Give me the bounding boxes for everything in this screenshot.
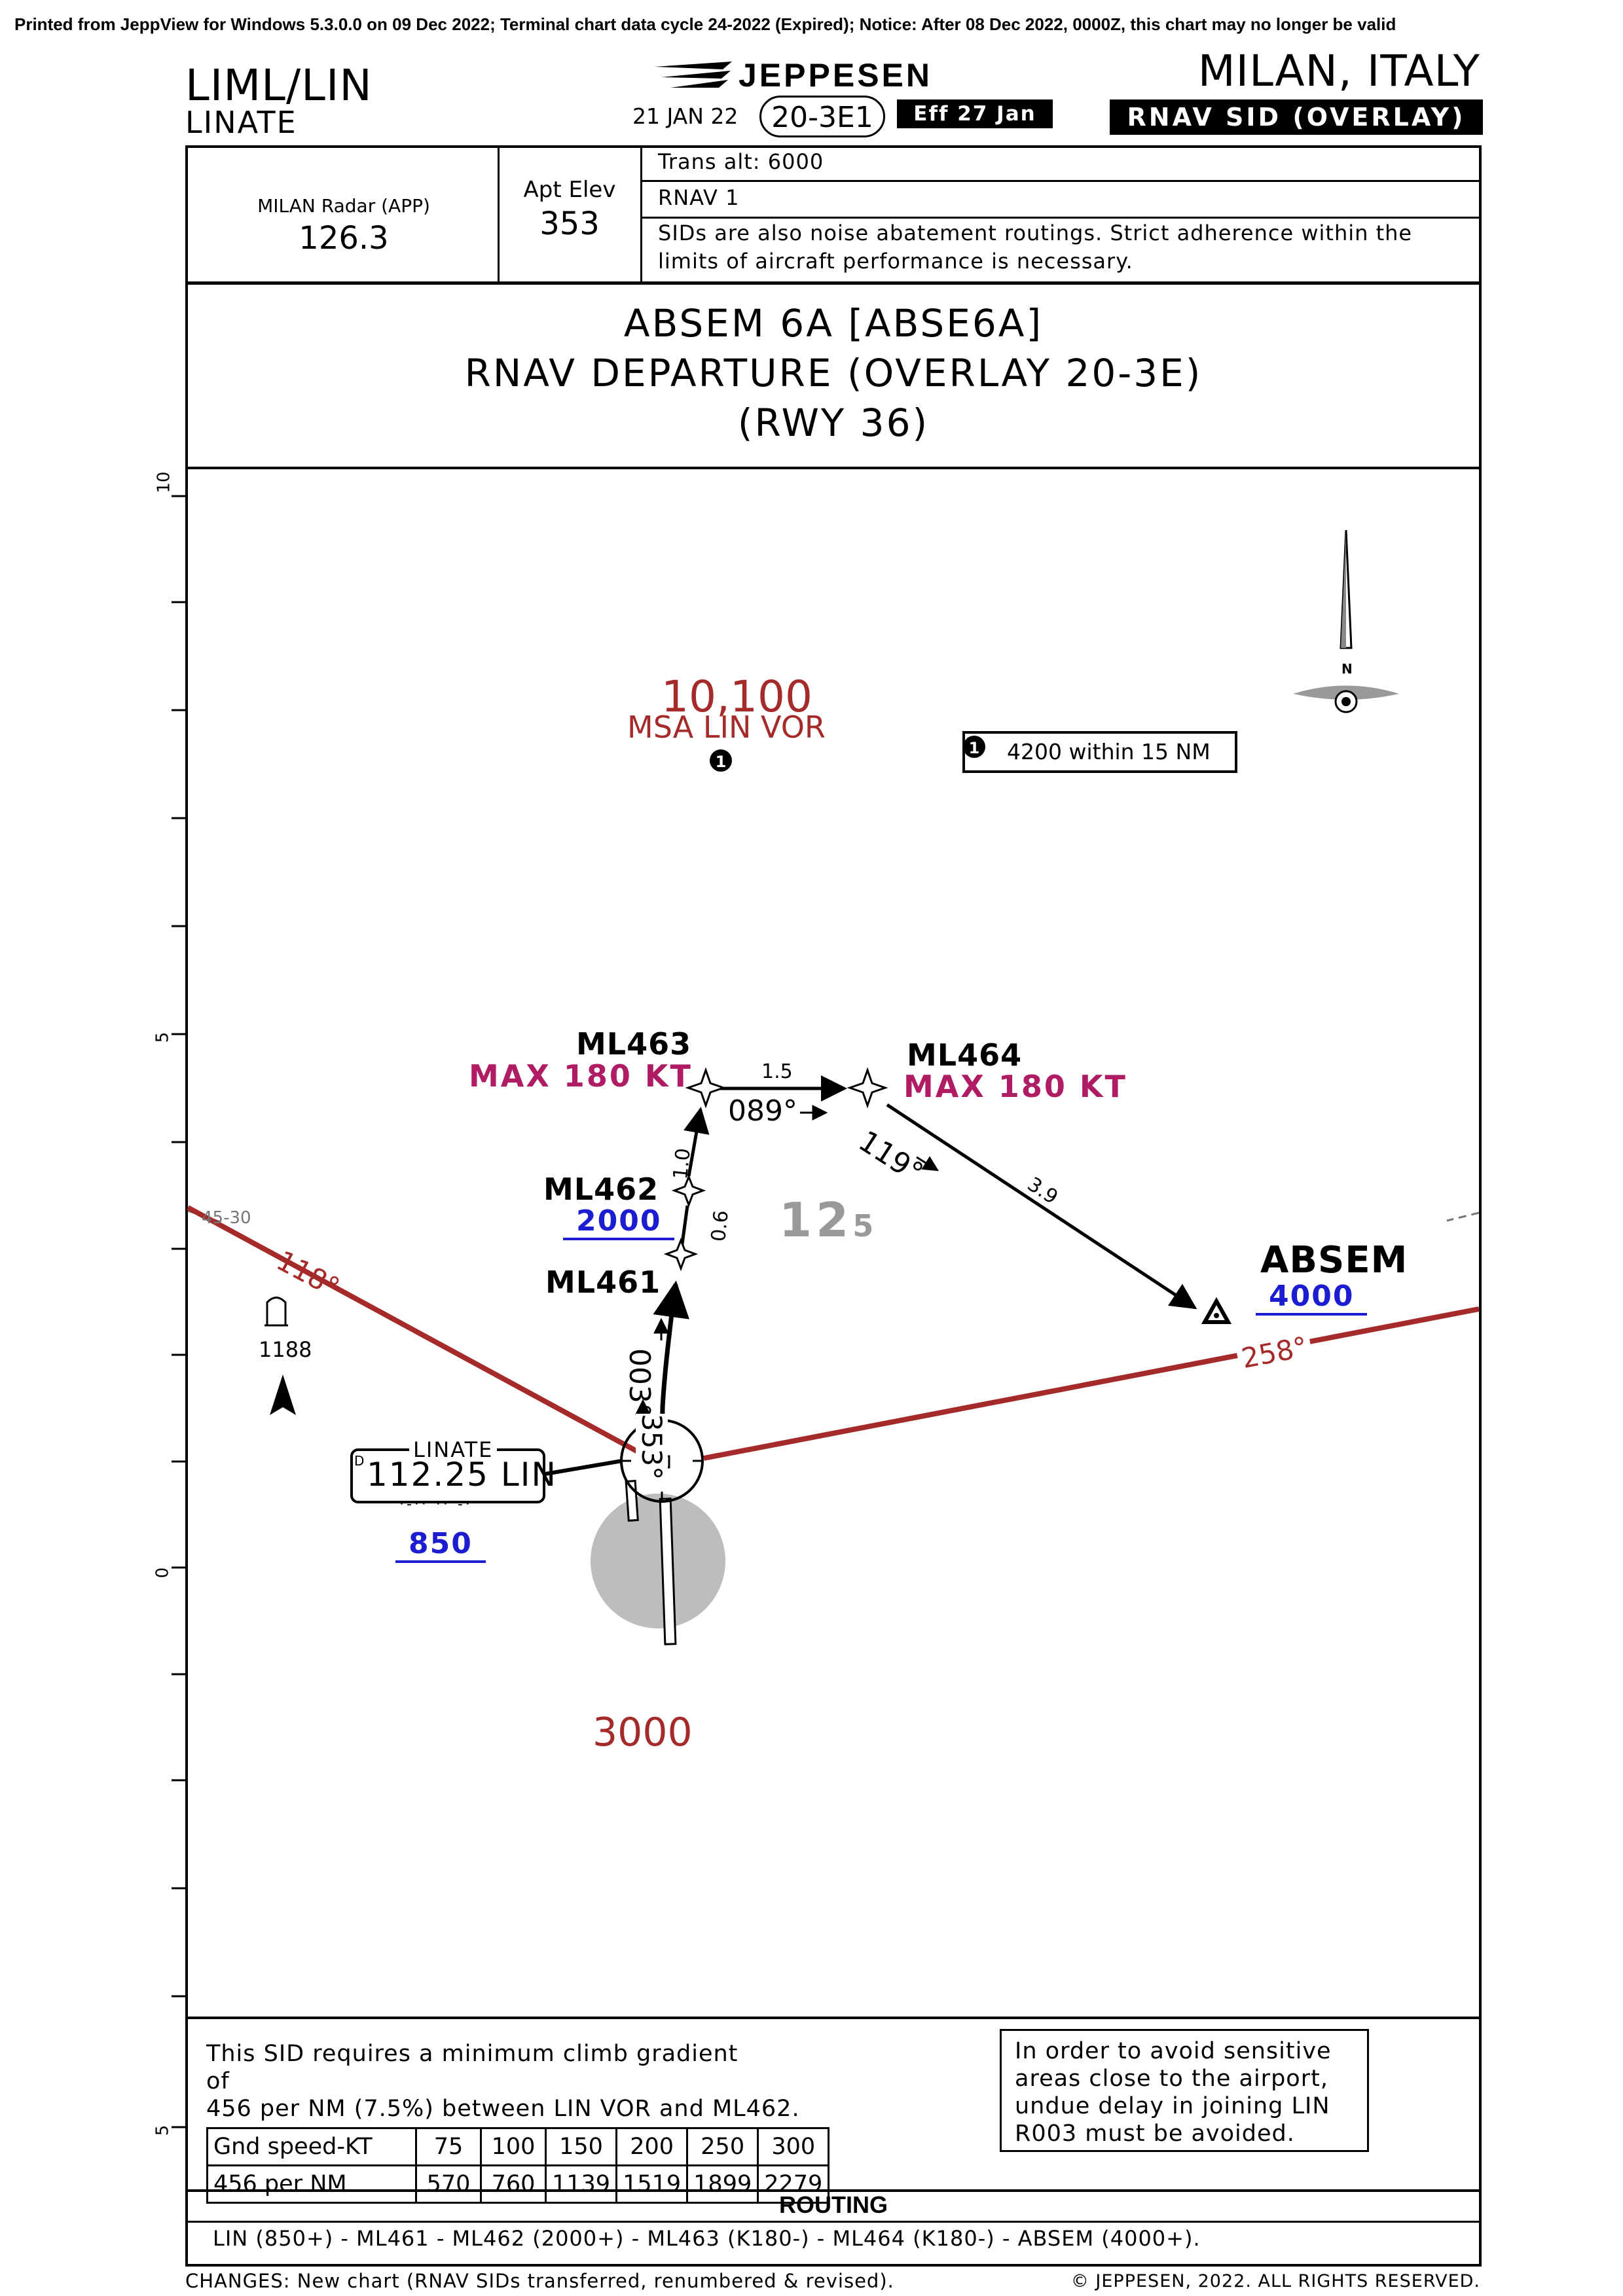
track-lin-ml461 bbox=[653, 1280, 689, 1462]
title-line-3: (RWY 36) bbox=[737, 401, 930, 445]
waypoint-ml462-altitude: 2000 bbox=[563, 1204, 675, 1240]
nav-spec: RNAV 1 bbox=[658, 185, 740, 210]
waypoint-absem-icon bbox=[1201, 1297, 1232, 1324]
scale-label: 0 bbox=[153, 1567, 173, 1579]
chart-number: 20-3E1 bbox=[759, 96, 885, 137]
waypoint-ml463-name: ML463 bbox=[576, 1026, 692, 1062]
climb-gradient-table: Gnd speed-KT 75 100 150 200 250 300 456 … bbox=[206, 2127, 830, 2204]
info-divider bbox=[640, 145, 642, 284]
airport-name: LINATE bbox=[185, 105, 297, 140]
course-003-label: 003° bbox=[623, 1348, 656, 1418]
print-notice: Printed from JeppView for Windows 5.3.0.… bbox=[14, 14, 1396, 34]
track-ml462-ml463 bbox=[684, 1107, 710, 1177]
routing-title: ROUTING bbox=[779, 2191, 888, 2218]
north-label: N bbox=[1341, 661, 1353, 677]
info-divider bbox=[640, 180, 1482, 182]
brand-name: JEPPESEN bbox=[739, 57, 933, 94]
climb-note-1: This SID requires a minimum climb gradie… bbox=[206, 2041, 739, 2067]
waypoint-ml464-name: ML464 bbox=[907, 1037, 1023, 1073]
procedure-type: RNAV SID (OVERLAY) bbox=[1110, 99, 1483, 135]
scale-label: 5 bbox=[153, 1031, 173, 1043]
climb-note-2: of bbox=[206, 2068, 230, 2094]
navaid-morse-icon: ·-·· ·· -· bbox=[399, 1496, 473, 1513]
delay-note: In order to avoid sensitive areas close … bbox=[1000, 2029, 1369, 2152]
comm-label: MILAN Radar (APP) bbox=[257, 195, 430, 217]
msa-altitude: 10,100 bbox=[661, 672, 812, 722]
navaid-frequency: 112.25 LIN bbox=[367, 1456, 557, 1494]
course-353-label: 353° bbox=[636, 1414, 668, 1480]
msa-sector-note: 4200 within 15 NM bbox=[962, 731, 1237, 773]
svg-text:1: 1 bbox=[716, 753, 727, 771]
airport-circle bbox=[591, 1494, 725, 1628]
noise-note-2: limits of aircraft performance is necess… bbox=[658, 249, 1133, 274]
grid-mora: 125 bbox=[779, 1193, 878, 1247]
jeppesen-logo-icon bbox=[655, 62, 732, 88]
transition-altitude: Trans alt: 6000 bbox=[658, 149, 824, 174]
map-frame-bottom bbox=[185, 2017, 1482, 2019]
map-frame-left bbox=[185, 467, 188, 2018]
track-ml464-absem bbox=[886, 1103, 1197, 1310]
distance-ml463-ml464: 1.5 bbox=[761, 1060, 793, 1083]
routing-divider bbox=[185, 2189, 1482, 2192]
distance-ml462-ml463: 1.0 bbox=[669, 1147, 695, 1181]
copyright: © JEPPESEN, 2022. ALL RIGHTS RESERVED. bbox=[1070, 2271, 1480, 2291]
changes-note: CHANGES: New chart (RNAV SIDs transferre… bbox=[185, 2270, 894, 2292]
waypoint-ml464-icon bbox=[847, 1067, 888, 1109]
title-line-2: RNAV DEPARTURE (OVERLAY 20-3E) bbox=[464, 351, 1203, 395]
distance-lin-ml461: 0.6 bbox=[707, 1209, 733, 1243]
airport-ident: LIML/LIN bbox=[185, 60, 373, 111]
info-divider bbox=[498, 145, 500, 284]
navaid-name: LINATE bbox=[409, 1437, 498, 1462]
navaid-dme-prefix: D bbox=[354, 1453, 365, 1469]
map-frame-right bbox=[1479, 467, 1482, 2018]
routing-text: LIN (850+) - ML461 - ML462 (2000+) - ML4… bbox=[213, 2226, 1201, 2251]
navaid-altitude: 850 bbox=[395, 1527, 486, 1563]
table-row: 456 per NM 570 760 1139 1519 1899 2279 bbox=[206, 2164, 830, 2204]
waypoint-ml463-icon bbox=[685, 1067, 727, 1109]
elevation-value: 353 bbox=[539, 206, 600, 242]
routing-frame bbox=[185, 2017, 1482, 2267]
city-name: MILAN, ITALY bbox=[1197, 46, 1480, 96]
effective-date: Eff 27 Jan bbox=[897, 99, 1053, 128]
airway-label: 45-30 bbox=[202, 1208, 251, 1228]
table-row: Gnd speed-KT 75 100 150 200 250 300 bbox=[206, 2127, 830, 2166]
msa-center-icon bbox=[710, 749, 732, 772]
waypoint-absem-name: ABSEM bbox=[1260, 1239, 1408, 1282]
terrain-high-point-icon bbox=[270, 1374, 296, 1415]
comm-frequency: 126.3 bbox=[299, 220, 389, 257]
chart-date: 21 JAN 22 bbox=[632, 103, 739, 129]
waypoint-ml462-icon bbox=[671, 1174, 706, 1208]
waypoint-ml463-speed: MAX 180 KT bbox=[469, 1058, 693, 1094]
radial-258 bbox=[703, 1306, 1480, 1461]
waypoint-ml461-name: ML461 bbox=[545, 1265, 661, 1300]
waypoint-absem-altitude: 4000 bbox=[1256, 1280, 1368, 1316]
waypoint-ml464-speed: MAX 180 KT bbox=[903, 1069, 1127, 1104]
waypoint-ml462-name: ML462 bbox=[543, 1172, 659, 1207]
msa-label: MSA LIN VOR bbox=[627, 709, 826, 745]
title-frame bbox=[185, 282, 1482, 469]
obstacle-elevation: 1188 bbox=[259, 1337, 312, 1362]
routing-divider bbox=[185, 2221, 1482, 2223]
obstacle-icon bbox=[264, 1297, 288, 1327]
climb-note-3: 456 per NM (7.5%) between LIN VOR and ML… bbox=[206, 2096, 800, 2122]
radial-118 bbox=[187, 1205, 656, 1463]
title-line-1: ABSEM 6A [ABSE6A] bbox=[623, 301, 1044, 346]
scale-bar bbox=[172, 495, 185, 2128]
noise-note-1: SIDs are also noise abatement routings. … bbox=[658, 221, 1413, 245]
course-089-label: 089° bbox=[728, 1094, 797, 1128]
north-arrow-icon bbox=[1293, 529, 1399, 713]
minimum-altitude: 3000 bbox=[593, 1710, 693, 1755]
waypoint-ml461-icon bbox=[663, 1237, 699, 1272]
scale-label: 10 bbox=[154, 471, 174, 493]
info-divider bbox=[640, 217, 1482, 219]
elevation-label: Apt Elev bbox=[523, 177, 616, 203]
scale-label: 5 bbox=[153, 2125, 173, 2136]
svg-text:1: 1 bbox=[969, 739, 980, 757]
